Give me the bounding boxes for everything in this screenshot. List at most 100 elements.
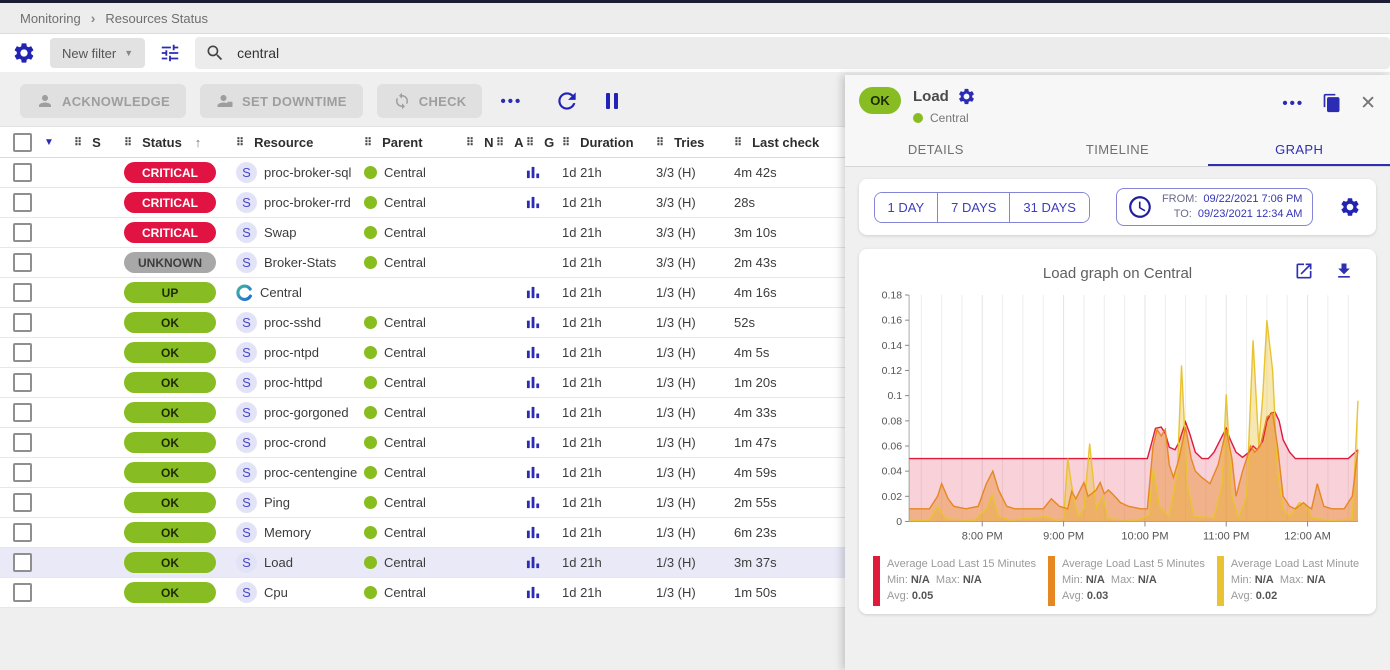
graph-available-icon[interactable] [526,465,541,480]
new-filter-dropdown[interactable]: New filter ▼ [50,38,146,68]
drag-handle-icon[interactable]: ⠿ [124,136,133,149]
tune-filter-icon[interactable] [159,42,181,64]
drag-handle-icon[interactable]: ⠿ [466,136,475,149]
row-checkbox[interactable] [12,463,32,482]
column-header-resource[interactable]: ⠿ Resource [236,134,314,150]
graph-available-icon[interactable] [526,555,541,570]
drag-handle-icon[interactable]: ⠿ [562,136,571,149]
drag-handle-icon[interactable]: ⠿ [364,136,373,149]
row-checkbox[interactable] [12,523,32,542]
search-box[interactable] [195,37,1390,69]
row-checkbox[interactable] [12,313,32,332]
graph-settings-gear-icon[interactable] [1339,196,1361,218]
column-header-status[interactable]: ⠿ Status ↑ [124,134,202,150]
row-checkbox[interactable] [12,223,32,242]
column-header-s[interactable]: ⠿ S [74,134,101,150]
panel-more-icon[interactable]: ••• [1282,94,1305,112]
graph-available-icon[interactable] [526,375,541,390]
row-checkbox[interactable] [12,163,32,182]
load-graph[interactable]: 0 0.02 0.04 0.06 0.08 0.1 0.12 0.14 0.16 0.18 8:00… [867,287,1368,550]
range-button-1-day[interactable]: 1 DAY [874,192,938,222]
search-input[interactable] [235,44,1380,62]
new-filter-label: New filter [62,45,117,61]
row-checkbox[interactable] [12,433,32,452]
drag-handle-icon[interactable]: ⠿ [656,136,665,149]
row-checkbox[interactable] [12,553,32,572]
pause-autorefresh-icon[interactable] [600,89,624,113]
filter-settings-gear-icon[interactable] [12,41,36,65]
row-checkbox[interactable] [12,283,32,302]
graph-available-icon[interactable] [526,195,541,210]
column-header-duration[interactable]: ⠿ Duration [562,134,634,150]
column-header-last-check[interactable]: ⠿ Last check [734,134,820,150]
tab-graph[interactable]: GRAPH [1208,133,1390,166]
resource-settings-gear-icon[interactable] [957,87,976,106]
table-row[interactable]: OK S Cpu Central 1d 21h 1/3 (H) 1m 50s [0,578,845,608]
graph-available-icon[interactable] [526,495,541,510]
row-checkbox[interactable] [12,193,32,212]
resource-name: Broker-Stats [264,255,337,270]
row-checkbox[interactable] [12,373,32,392]
column-header-parent[interactable]: ⠿ Parent [364,134,423,150]
table-row[interactable]: OK S Memory Central 1d 21h 1/3 (H) 6m 23s [0,518,845,548]
check-button[interactable]: CHECK [376,84,483,118]
graph-available-icon[interactable] [526,165,541,180]
column-header-a[interactable]: ⠿ A [496,134,524,150]
row-checkbox[interactable] [12,403,32,422]
close-icon[interactable]: ✕ [1360,92,1376,114]
breadcrumb-resources-status[interactable]: Resources Status [105,10,208,26]
resource-name: proc-gorgoned [264,405,349,420]
copy-link-icon[interactable] [1322,93,1342,113]
more-actions-icon[interactable]: ••• [500,92,523,110]
graph-available-icon[interactable] [526,435,541,450]
row-checkbox[interactable] [12,253,32,272]
refresh-icon[interactable] [554,88,580,114]
breadcrumb-monitoring[interactable]: Monitoring [20,10,81,26]
select-all-checkbox[interactable] [12,132,32,152]
graph-available-icon[interactable] [526,585,541,600]
graph-available-icon[interactable] [526,315,541,330]
table-row[interactable]: OK S Load Central 1d 21h 1/3 (H) 3m 37s [0,548,845,578]
graph-available-icon[interactable] [526,405,541,420]
download-icon[interactable] [1334,261,1354,281]
drag-handle-icon[interactable]: ⠿ [734,136,743,149]
drag-handle-icon[interactable]: ⠿ [74,136,83,149]
table-row[interactable]: UNKNOWN S Broker-Stats Central 1d 21h 3/3 (H)… [0,248,845,278]
range-button-7-days[interactable]: 7 DAYS [937,192,1010,222]
drag-handle-icon[interactable]: ⠿ [236,136,245,149]
table-row[interactable]: CRITICAL S Swap Central 1d 21h 3/3 (H) 3m 10s [0,218,845,248]
column-header-g[interactable]: ⠿ G [526,134,555,150]
column-header-tries[interactable]: ⠿ Tries [656,134,705,150]
legend-item[interactable]: Average Load Last 15 Minutes Min: N/A Max… [873,555,1036,606]
acknowledge-button[interactable]: ACKNOWLEDGE [20,84,187,118]
graph-available-icon[interactable] [526,345,541,360]
table-row[interactable]: OK S Ping Central 1d 21h 1/3 (H) 2m 55s [0,488,845,518]
graph-available-icon[interactable] [526,285,541,300]
row-checkbox[interactable] [12,583,32,602]
legend-item[interactable]: Average Load Last Minute Min: N/A Max: N/… [1216,555,1359,606]
from-to-picker[interactable]: FROM: 09/22/2021 7:06 PM TO: 09/23/2021 12… [1115,188,1314,226]
row-checkbox[interactable] [12,493,32,512]
column-header-n[interactable]: ⠿ N [466,134,494,150]
select-menu-caret-icon[interactable]: ▼ [44,136,54,148]
legend-item[interactable]: Average Load Last 5 Minutes Min: N/A Max:… [1048,555,1205,606]
table-row[interactable]: UP Central 1d 21h 1/3 (H) 4m 16s [0,278,845,308]
graph-available-icon[interactable] [526,525,541,540]
drag-handle-icon[interactable]: ⠿ [496,136,505,149]
drag-handle-icon[interactable]: ⠿ [526,136,535,149]
open-in-new-icon[interactable] [1294,261,1314,281]
sort-asc-icon[interactable]: ↑ [194,134,202,150]
row-checkbox[interactable] [12,343,32,362]
tab-timeline[interactable]: TIMELINE [1085,142,1150,157]
set-downtime-button[interactable]: SET DOWNTIME [200,84,363,118]
tab-details[interactable]: DETAILS [907,142,964,157]
range-button-31-days[interactable]: 31 DAYS [1009,192,1089,222]
